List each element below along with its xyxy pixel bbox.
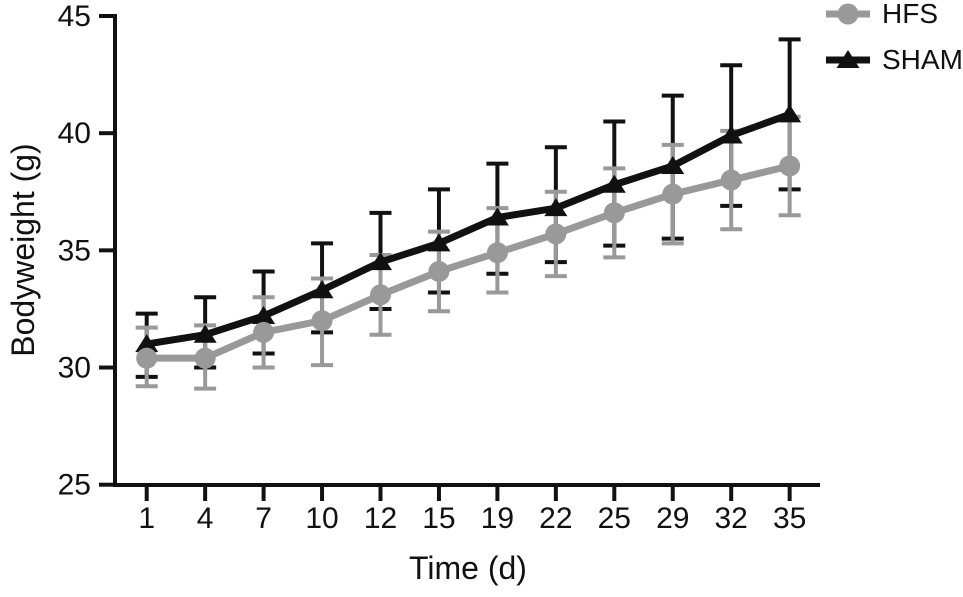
sham-triangle-marker: [369, 252, 392, 271]
x-tick-label: 7: [255, 502, 272, 535]
legend: HFS SHAM: [824, 0, 963, 74]
x-tick-label: 35: [773, 502, 806, 535]
x-tick-label: 10: [305, 502, 338, 535]
hfs-circle-marker: [253, 321, 275, 343]
sham-triangle-marker: [427, 233, 451, 252]
legend-label-sham: SHAM: [882, 44, 963, 75]
sham-triangle-marker: [252, 305, 276, 324]
y-tick-label: 35: [58, 234, 91, 267]
y-tick-label: 45: [58, 0, 91, 33]
hfs-circle-marker: [662, 183, 684, 205]
sham-triangle-marker: [193, 324, 217, 343]
hfs-circle-marker: [428, 260, 450, 282]
hfs-line-circle-icon: [826, 3, 870, 25]
x-tick-label: 25: [598, 502, 631, 535]
hfs-circle-marker: [194, 347, 216, 369]
y-axis-title: Bodyweight (g): [5, 143, 41, 357]
hfs-circle-marker: [136, 347, 158, 369]
x-axis-title: Time (d): [409, 550, 527, 586]
hfs-series-line: [146, 162, 791, 362]
hfs-circle-marker: [603, 202, 625, 224]
sham-line-triangle-icon: [826, 50, 870, 68]
hfs-circle-marker: [545, 223, 567, 245]
legend-item-sham: SHAM: [824, 46, 963, 74]
sham-triangle-marker: [135, 334, 159, 353]
hfs-circle-marker: [779, 155, 801, 177]
sham-triangle-marker: [310, 280, 334, 299]
x-tick-label: 19: [481, 502, 514, 535]
hfs-circle-marker: [720, 169, 742, 191]
x-tick-label: 22: [539, 502, 572, 535]
x-tick-label: 15: [422, 502, 455, 535]
sham-triangle-marker: [485, 207, 509, 226]
hfs-circle-marker: [486, 242, 508, 264]
legend-item-hfs: HFS: [824, 0, 963, 28]
x-tick-label: 4: [197, 502, 214, 535]
x-tick-label: 29: [656, 502, 689, 535]
x-tick-label: 32: [715, 502, 748, 535]
sham-triangle-marker: [602, 174, 626, 193]
y-tick-label: 25: [58, 469, 91, 502]
sham-triangle-marker: [661, 155, 685, 174]
sham-triangle-marker: [719, 125, 743, 144]
y-tick-label: 40: [58, 117, 91, 150]
hfs-circle-marker: [370, 284, 391, 306]
x-tick-label: 1: [138, 502, 155, 535]
sham-triangle-marker: [544, 198, 568, 217]
legend-label-hfs: HFS: [882, 0, 938, 29]
y-tick-label: 30: [58, 352, 91, 385]
sham-series-line: [146, 111, 791, 348]
sham-triangle-marker: [778, 104, 802, 123]
hfs-circle-marker: [311, 310, 333, 332]
x-tick-label: 12: [364, 502, 397, 535]
